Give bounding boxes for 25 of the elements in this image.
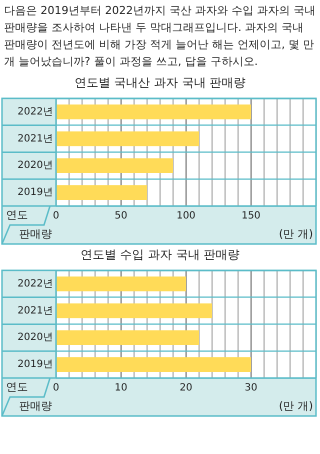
y-tick-label: 2019년 xyxy=(18,359,53,370)
x-axis-title: 판매량 xyxy=(19,399,52,412)
y-axis-title: 연도 xyxy=(6,208,28,222)
chart-title: 연도별 수입 과자 국내 판매량 xyxy=(80,247,240,262)
chart-subtitle: 다음은 2019년부터 2022년까지 국산 과자와 수입 과자의 국내 판매량을 조사하여 나타낸 두 막대그래프입니다. 과자의 국내 판매량이 전년도에 비해 가장 적게 늘어난 해는 언제이고, 몇 만 개 늘어났습니까? 풀이 과정을 쓰고, 답을 구하시오. xyxy=(3,3,316,70)
x-tick-label: 20 xyxy=(180,382,192,394)
y-axis-title: 연도 xyxy=(6,380,28,394)
x-tick-label: 150 xyxy=(241,210,261,222)
chart-title: 연도별 국내산 과자 국내 판매량 xyxy=(74,75,246,90)
x-tick-label: 0 xyxy=(52,210,60,222)
x-axis-title: 판매량 xyxy=(19,227,52,240)
y-tick-label: 2019년 xyxy=(18,187,53,198)
y-tick-label: 2020년 xyxy=(18,160,53,172)
y-tick-label: 2022년 xyxy=(18,278,53,290)
x-tick-label: 100 xyxy=(176,210,196,222)
text: (만 개) xyxy=(278,399,313,412)
x-tick-label: 10 xyxy=(114,382,128,394)
y-tick-label: 2020년 xyxy=(18,332,53,344)
y-tick-label: 2021년 xyxy=(18,305,53,316)
y-tick-label: 2022년 xyxy=(18,106,53,118)
x-tick-label: 30 xyxy=(244,382,258,394)
y-tick-label: 2021년 xyxy=(18,133,53,144)
x-tick-label: 0 xyxy=(52,382,60,394)
text: (만 개) xyxy=(278,227,313,240)
x-tick-label: 50 xyxy=(114,210,128,222)
